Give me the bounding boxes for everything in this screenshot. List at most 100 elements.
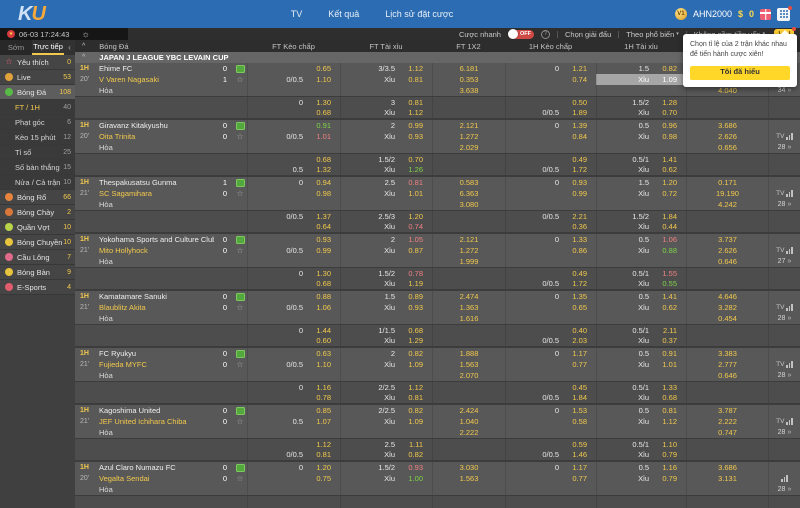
more-markets-arrow-icon[interactable]: »	[787, 486, 792, 493]
odds-cell-ft-overunder[interactable]: 1.5/2 0.93	[340, 462, 432, 473]
live-stats-icon[interactable]	[235, 235, 245, 244]
sidebar-item-corners[interactable]: Phạt góc 6	[0, 115, 75, 130]
odds-cell-ft-handicap[interactable]: 0.60	[247, 335, 340, 346]
odds-cell-ft-handicap[interactable]: 0/0.5 0.99	[247, 245, 340, 256]
odds-cell-ft-handicap[interactable]: 0/0.5 1.10	[247, 359, 340, 370]
collapse-sidebar-icon[interactable]: ‹	[64, 40, 75, 55]
nav-tv[interactable]: TV	[290, 9, 303, 19]
live-stats-icon[interactable]	[235, 292, 245, 301]
odds-cell-1h-1x2[interactable]: 0.656	[686, 142, 768, 153]
odds-cell-1h-overunder[interactable]: Xỉu 0.44	[596, 221, 686, 232]
favorite-star-icon[interactable]: ☆	[236, 303, 244, 312]
odds-cell-1h-handicap[interactable]: 0.74	[505, 74, 596, 85]
odds-cell-ft-handicap[interactable]: 0.91	[247, 120, 340, 131]
odds-cell-ft-handicap[interactable]: 0/0.5 1.01	[247, 131, 340, 142]
odds-cell-1h-1x2[interactable]: 2.626	[686, 131, 768, 142]
odds-cell-ft-1x2[interactable]: 0.353	[432, 74, 505, 85]
odds-cell-ft-1x2[interactable]: 2.070	[432, 370, 505, 381]
odds-cell-1h-overunder[interactable]: 0.5 0.81	[596, 405, 686, 416]
odds-cell-1h-overunder[interactable]: Xỉu 0.62	[596, 302, 686, 313]
odds-cell-1h-overunder[interactable]: Xỉu 0.98	[596, 131, 686, 142]
odds-cell-ft-handicap[interactable]: 0.88	[247, 291, 340, 302]
odds-cell-ft-overunder[interactable]: Xỉu 0.74	[340, 221, 432, 232]
more-markets-count[interactable]: 28	[777, 144, 786, 151]
odds-cell-1h-1x2[interactable]: 3.686	[686, 462, 768, 473]
odds-cell-1h-handicap[interactable]: 0.59	[505, 439, 596, 449]
odds-cell-1h-overunder[interactable]: Xỉu 1.09	[596, 74, 686, 85]
odds-cell-ft-1x2[interactable]: 1.563	[432, 359, 505, 370]
odds-cell-1h-overunder[interactable]: Xỉu 0.79	[596, 473, 686, 484]
odds-cell-ft-handicap[interactable]: 0 1.44	[247, 325, 340, 335]
more-markets-count[interactable]: 28	[777, 201, 786, 208]
odds-cell-ft-handicap[interactable]: 0.68	[247, 154, 340, 164]
odds-cell-ft-overunder[interactable]: 1.5/2 0.78	[340, 268, 432, 278]
more-markets-arrow-icon[interactable]: »	[787, 372, 792, 379]
odds-cell-ft-overunder[interactable]: Xỉu 1.12	[340, 107, 432, 118]
odds-cell-1h-overunder[interactable]: 1.5/2 1.84	[596, 211, 686, 221]
tv-label[interactable]: TV	[776, 247, 785, 254]
sidebar-item-total-goals[interactable]: Số bàn thắng 15	[0, 160, 75, 175]
odds-cell-ft-1x2[interactable]: 1.040	[432, 416, 505, 427]
sidebar-item-volleyball[interactable]: Bóng Chuyền 10	[0, 235, 75, 250]
odds-cell-1h-overunder[interactable]: Xỉu 0.79	[596, 449, 686, 460]
odds-cell-1h-overunder[interactable]: 0.5/1 2.11	[596, 325, 686, 335]
odds-cell-1h-handicap[interactable]: 0.40	[505, 325, 596, 335]
more-markets-count[interactable]: 28	[777, 372, 786, 379]
apps-grid-icon[interactable]	[777, 5, 792, 21]
odds-cell-ft-overunder[interactable]: 1/1.5 0.68	[340, 325, 432, 335]
league-header-row[interactable]: ^ JAPAN J LEAGUE YBC LEVAIN CUP	[75, 52, 800, 63]
live-stats-icon[interactable]	[235, 463, 245, 472]
stats-bars-icon[interactable]	[786, 418, 793, 425]
odds-cell-1h-handicap[interactable]: 0 1.17	[505, 462, 596, 473]
odds-cell-ft-1x2[interactable]: 2.121	[432, 234, 505, 245]
gift-icon[interactable]	[760, 8, 771, 20]
odds-cell-1h-handicap[interactable]: 0.86	[505, 245, 596, 256]
odds-cell-1h-1x2[interactable]: 0.454	[686, 313, 768, 324]
odds-cell-1h-handicap[interactable]: 0.99	[505, 188, 596, 199]
more-markets-arrow-icon[interactable]: »	[787, 258, 792, 265]
odds-cell-1h-handicap[interactable]: 0.49	[505, 154, 596, 164]
brightness-icon[interactable]: ☼	[81, 28, 90, 39]
sidebar-item-tennis[interactable]: Quần Vợt 10	[0, 220, 75, 235]
odds-cell-1h-handicap[interactable]: 0.45	[505, 382, 596, 392]
odds-cell-1h-overunder[interactable]: 0.5 1.41	[596, 291, 686, 302]
odds-cell-ft-1x2[interactable]: 1.272	[432, 131, 505, 142]
sort-popular-dropdown[interactable]: Theo phổ biến ▾	[626, 29, 679, 39]
odds-cell-ft-overunder[interactable]: Xỉu 1.09	[340, 359, 432, 370]
stats-bars-icon[interactable]	[786, 361, 793, 368]
odds-cell-1h-1x2[interactable]: 3.383	[686, 348, 768, 359]
live-stats-icon[interactable]	[235, 349, 245, 358]
odds-cell-1h-handicap[interactable]: 0.77	[505, 473, 596, 484]
odds-cell-1h-handicap[interactable]: 0 1.53	[505, 405, 596, 416]
odds-cell-1h-handicap[interactable]: 0/0.5 1.89	[505, 107, 596, 118]
odds-cell-1h-handicap[interactable]: 0.84	[505, 131, 596, 142]
odds-cell-ft-handicap[interactable]: 0.64	[247, 221, 340, 232]
odds-cell-ft-handicap[interactable]: 0.75	[247, 473, 340, 484]
odds-cell-ft-handicap[interactable]: 1.12	[247, 439, 340, 449]
odds-cell-ft-1x2[interactable]: 2.222	[432, 427, 505, 438]
odds-cell-1h-overunder[interactable]: Xỉu 0.72	[596, 188, 686, 199]
odds-cell-1h-handicap[interactable]: 0 1.21	[505, 63, 596, 74]
tv-label[interactable]: TV	[776, 133, 785, 140]
odds-cell-1h-overunder[interactable]: 0.5/1 1.10	[596, 439, 686, 449]
odds-cell-1h-handicap[interactable]: 0/0.5 1.46	[505, 449, 596, 460]
odds-cell-1h-1x2[interactable]: 2.626	[686, 245, 768, 256]
sidebar-item-favorites[interactable]: ☆ Yêu thích 0	[0, 55, 75, 70]
odds-cell-ft-overunder[interactable]: Xỉu 1.09	[340, 416, 432, 427]
favorite-star-icon[interactable]: ☆	[236, 75, 244, 84]
odds-cell-1h-1x2[interactable]: 3.131	[686, 473, 768, 484]
odds-cell-ft-overunder[interactable]: 3 0.81	[340, 97, 432, 107]
odds-cell-ft-overunder[interactable]: 1.5/2 0.70	[340, 154, 432, 164]
odds-cell-ft-handicap[interactable]: 0.98	[247, 188, 340, 199]
odds-cell-ft-handicap[interactable]: 0/0.5 0.81	[247, 449, 340, 460]
odds-cell-1h-1x2[interactable]: 0.171	[686, 177, 768, 188]
odds-cell-1h-1x2[interactable]: 4.040	[686, 85, 768, 96]
odds-cell-1h-overunder[interactable]: 0.5 0.96	[596, 120, 686, 131]
odds-cell-1h-handicap[interactable]: 0 1.17	[505, 348, 596, 359]
odds-cell-1h-1x2[interactable]: 19.190	[686, 188, 768, 199]
odds-cell-ft-1x2[interactable]: 1.888	[432, 348, 505, 359]
odds-cell-ft-1x2[interactable]: 1.272	[432, 245, 505, 256]
odds-cell-ft-handicap[interactable]: 0/0.5 1.06	[247, 302, 340, 313]
sidebar-item-baseball[interactable]: Bóng Chày 2	[0, 205, 75, 220]
odds-cell-1h-overunder[interactable]: 0.5/1 1.33	[596, 382, 686, 392]
